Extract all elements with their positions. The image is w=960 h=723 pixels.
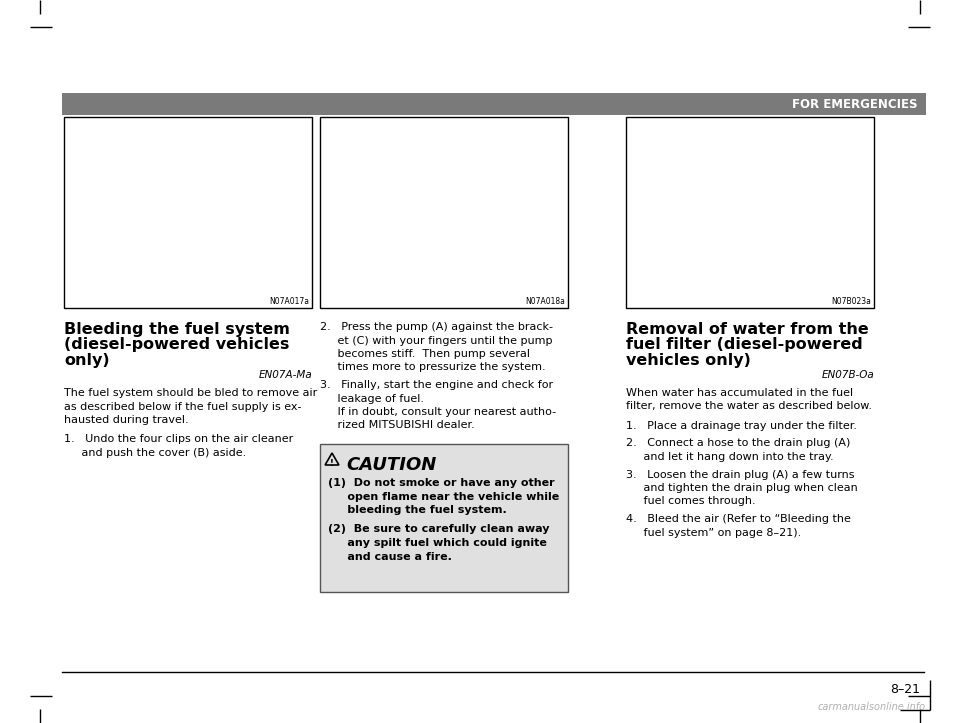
Bar — [320, 117, 568, 308]
Text: leakage of fuel.: leakage of fuel. — [320, 393, 424, 403]
Text: N07A018a: N07A018a — [525, 297, 565, 306]
Bar — [320, 444, 568, 592]
Text: The fuel system should be bled to remove air: The fuel system should be bled to remove… — [64, 388, 317, 398]
Text: N07B023a: N07B023a — [831, 297, 871, 306]
Text: and let it hang down into the tray.: and let it hang down into the tray. — [626, 452, 833, 462]
Text: and cause a fire.: and cause a fire. — [328, 552, 452, 562]
Text: rized MITSUBISHI dealer.: rized MITSUBISHI dealer. — [320, 421, 475, 430]
Text: any spilt fuel which could ignite: any spilt fuel which could ignite — [328, 538, 547, 548]
Text: hausted during travel.: hausted during travel. — [64, 415, 188, 425]
Text: 2.   Connect a hose to the drain plug (A): 2. Connect a hose to the drain plug (A) — [626, 439, 851, 448]
Text: EN07B-Oa: EN07B-Oa — [821, 370, 874, 380]
Text: 2.   Press the pump (A) against the brack-: 2. Press the pump (A) against the brack- — [320, 322, 553, 332]
Text: vehicles only): vehicles only) — [626, 353, 751, 368]
Text: fuel filter (diesel-powered: fuel filter (diesel-powered — [626, 338, 863, 353]
Text: 8–21: 8–21 — [890, 683, 920, 696]
Text: times more to pressurize the system.: times more to pressurize the system. — [320, 362, 545, 372]
Text: When water has accumulated in the fuel: When water has accumulated in the fuel — [626, 388, 853, 398]
Text: only): only) — [64, 353, 109, 368]
Text: 4.   Bleed the air (Refer to “Bleeding the: 4. Bleed the air (Refer to “Bleeding the — [626, 514, 851, 524]
Bar — [64, 117, 312, 308]
Text: 3.   Loosen the drain plug (A) a few turns: 3. Loosen the drain plug (A) a few turns — [626, 469, 854, 479]
Text: as described below if the fuel supply is ex-: as described below if the fuel supply is… — [64, 401, 301, 411]
Text: Removal of water from the: Removal of water from the — [626, 322, 869, 337]
Text: (diesel-powered vehicles: (diesel-powered vehicles — [64, 338, 289, 353]
Text: and tighten the drain plug when clean: and tighten the drain plug when clean — [626, 483, 857, 493]
Bar — [626, 117, 874, 308]
Text: CAUTION: CAUTION — [346, 456, 437, 474]
Text: Bleeding the fuel system: Bleeding the fuel system — [64, 322, 290, 337]
Text: et (C) with your fingers until the pump: et (C) with your fingers until the pump — [320, 335, 553, 346]
Text: fuel system” on page 8–21).: fuel system” on page 8–21). — [626, 528, 802, 537]
Text: N07A017a: N07A017a — [269, 297, 309, 306]
Text: and push the cover (B) aside.: and push the cover (B) aside. — [64, 448, 247, 458]
Text: filter, remove the water as described below.: filter, remove the water as described be… — [626, 401, 872, 411]
Text: fuel comes through.: fuel comes through. — [626, 497, 756, 507]
Text: becomes stiff.  Then pump several: becomes stiff. Then pump several — [320, 349, 530, 359]
Text: EN07A-Ma: EN07A-Ma — [258, 370, 312, 380]
Text: (1)  Do not smoke or have any other: (1) Do not smoke or have any other — [328, 478, 555, 488]
Text: (2)  Be sure to carefully clean away: (2) Be sure to carefully clean away — [328, 524, 549, 534]
Text: 1.   Undo the four clips on the air cleaner: 1. Undo the four clips on the air cleane… — [64, 435, 293, 445]
Text: FOR EMERGENCIES: FOR EMERGENCIES — [793, 98, 918, 111]
Text: 1.   Place a drainage tray under the filter.: 1. Place a drainage tray under the filte… — [626, 421, 857, 431]
Text: !: ! — [330, 460, 334, 469]
Text: bleeding the fuel system.: bleeding the fuel system. — [328, 505, 507, 515]
Bar — [62, 93, 926, 115]
Text: open flame near the vehicle while: open flame near the vehicle while — [328, 492, 560, 502]
Text: If in doubt, consult your nearest autho-: If in doubt, consult your nearest autho- — [320, 407, 556, 417]
Text: 3.   Finally, start the engine and check for: 3. Finally, start the engine and check f… — [320, 380, 553, 390]
Text: carmanualsonline.info: carmanualsonline.info — [818, 702, 926, 712]
